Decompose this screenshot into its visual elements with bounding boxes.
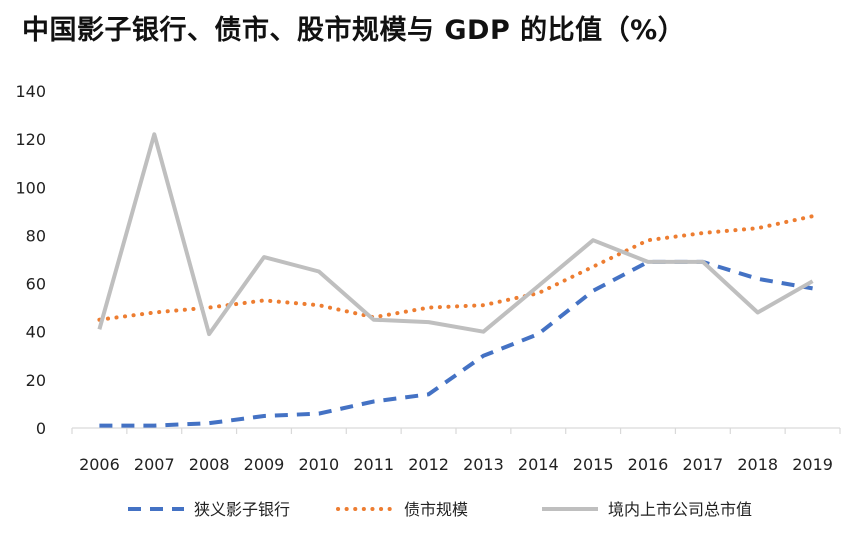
x-tick-label: 2008 xyxy=(189,455,230,474)
series-line-1 xyxy=(99,259,813,428)
y-tick-label: 100 xyxy=(15,178,46,197)
x-tick-label: 2013 xyxy=(463,455,504,474)
y-tick-label: 60 xyxy=(26,275,46,294)
x-tick-label: 2017 xyxy=(682,455,723,474)
x-tick-label: 2016 xyxy=(628,455,669,474)
x-tick-label: 2019 xyxy=(792,455,833,474)
x-tick-label: 2006 xyxy=(79,455,120,474)
series-line-3 xyxy=(97,132,814,337)
y-tick-label: 120 xyxy=(15,130,46,149)
x-tick-label: 2012 xyxy=(408,455,449,474)
y-tick-label: 140 xyxy=(15,82,46,101)
y-tick-label: 0 xyxy=(36,419,46,438)
x-tick-label: 2018 xyxy=(737,455,778,474)
series-line-2 xyxy=(97,214,815,322)
x-tick-label: 2009 xyxy=(244,455,285,474)
legend-label-3: 境内上市公司总市值 xyxy=(608,500,752,519)
x-tick-label: 2014 xyxy=(518,455,559,474)
chart-title: 中国影子银行、债市、股市规模与 GDP 的比值（%） xyxy=(22,15,686,46)
x-tick-label: 2010 xyxy=(298,455,339,474)
legend-label-1: 狭义影子银行 xyxy=(194,500,290,519)
x-tick-label: 2011 xyxy=(353,455,394,474)
y-tick-label: 80 xyxy=(26,226,46,245)
y-tick-label: 40 xyxy=(26,323,46,342)
y-tick-label: 20 xyxy=(26,371,46,390)
x-tick-label: 2015 xyxy=(573,455,614,474)
x-tick-label: 2007 xyxy=(134,455,175,474)
legend-label-2: 债市规模 xyxy=(404,500,468,519)
